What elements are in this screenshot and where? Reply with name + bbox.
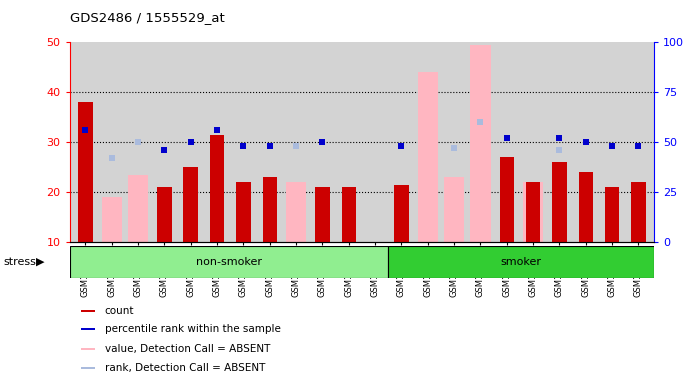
Bar (605, 187, 619, 242)
Bar (184, 167, 198, 242)
Text: smoker: smoker (501, 257, 542, 267)
Bar (444, 177, 464, 242)
Bar (81, 367, 95, 369)
Bar (81, 348, 95, 350)
Bar (236, 182, 251, 242)
Text: count: count (104, 306, 134, 316)
Bar (388, 246, 654, 278)
Text: value, Detection Call = ABSENT: value, Detection Call = ABSENT (104, 344, 270, 354)
Bar (286, 182, 306, 242)
Bar (470, 45, 491, 242)
Bar (81, 310, 95, 312)
Bar (418, 72, 438, 242)
Text: rank, Detection Call = ABSENT: rank, Detection Call = ABSENT (104, 363, 265, 373)
Bar (394, 185, 409, 242)
Bar (102, 197, 122, 242)
Bar (157, 187, 172, 242)
Bar (631, 182, 646, 242)
Bar (70, 246, 388, 278)
Bar (128, 175, 148, 242)
Text: stress: stress (3, 257, 36, 267)
Bar (526, 182, 540, 242)
Bar (552, 162, 567, 242)
Text: non-smoker: non-smoker (196, 257, 262, 267)
Bar (81, 328, 95, 330)
Text: ▶: ▶ (36, 257, 45, 267)
Bar (523, 182, 544, 242)
Bar (578, 172, 593, 242)
Bar (78, 102, 93, 242)
Text: percentile rank within the sample: percentile rank within the sample (104, 324, 280, 334)
Bar (342, 187, 356, 242)
Bar (262, 177, 277, 242)
Bar (500, 157, 514, 242)
Bar (209, 135, 224, 242)
Bar (315, 187, 330, 242)
Text: GDS2486 / 1555529_at: GDS2486 / 1555529_at (70, 12, 224, 25)
